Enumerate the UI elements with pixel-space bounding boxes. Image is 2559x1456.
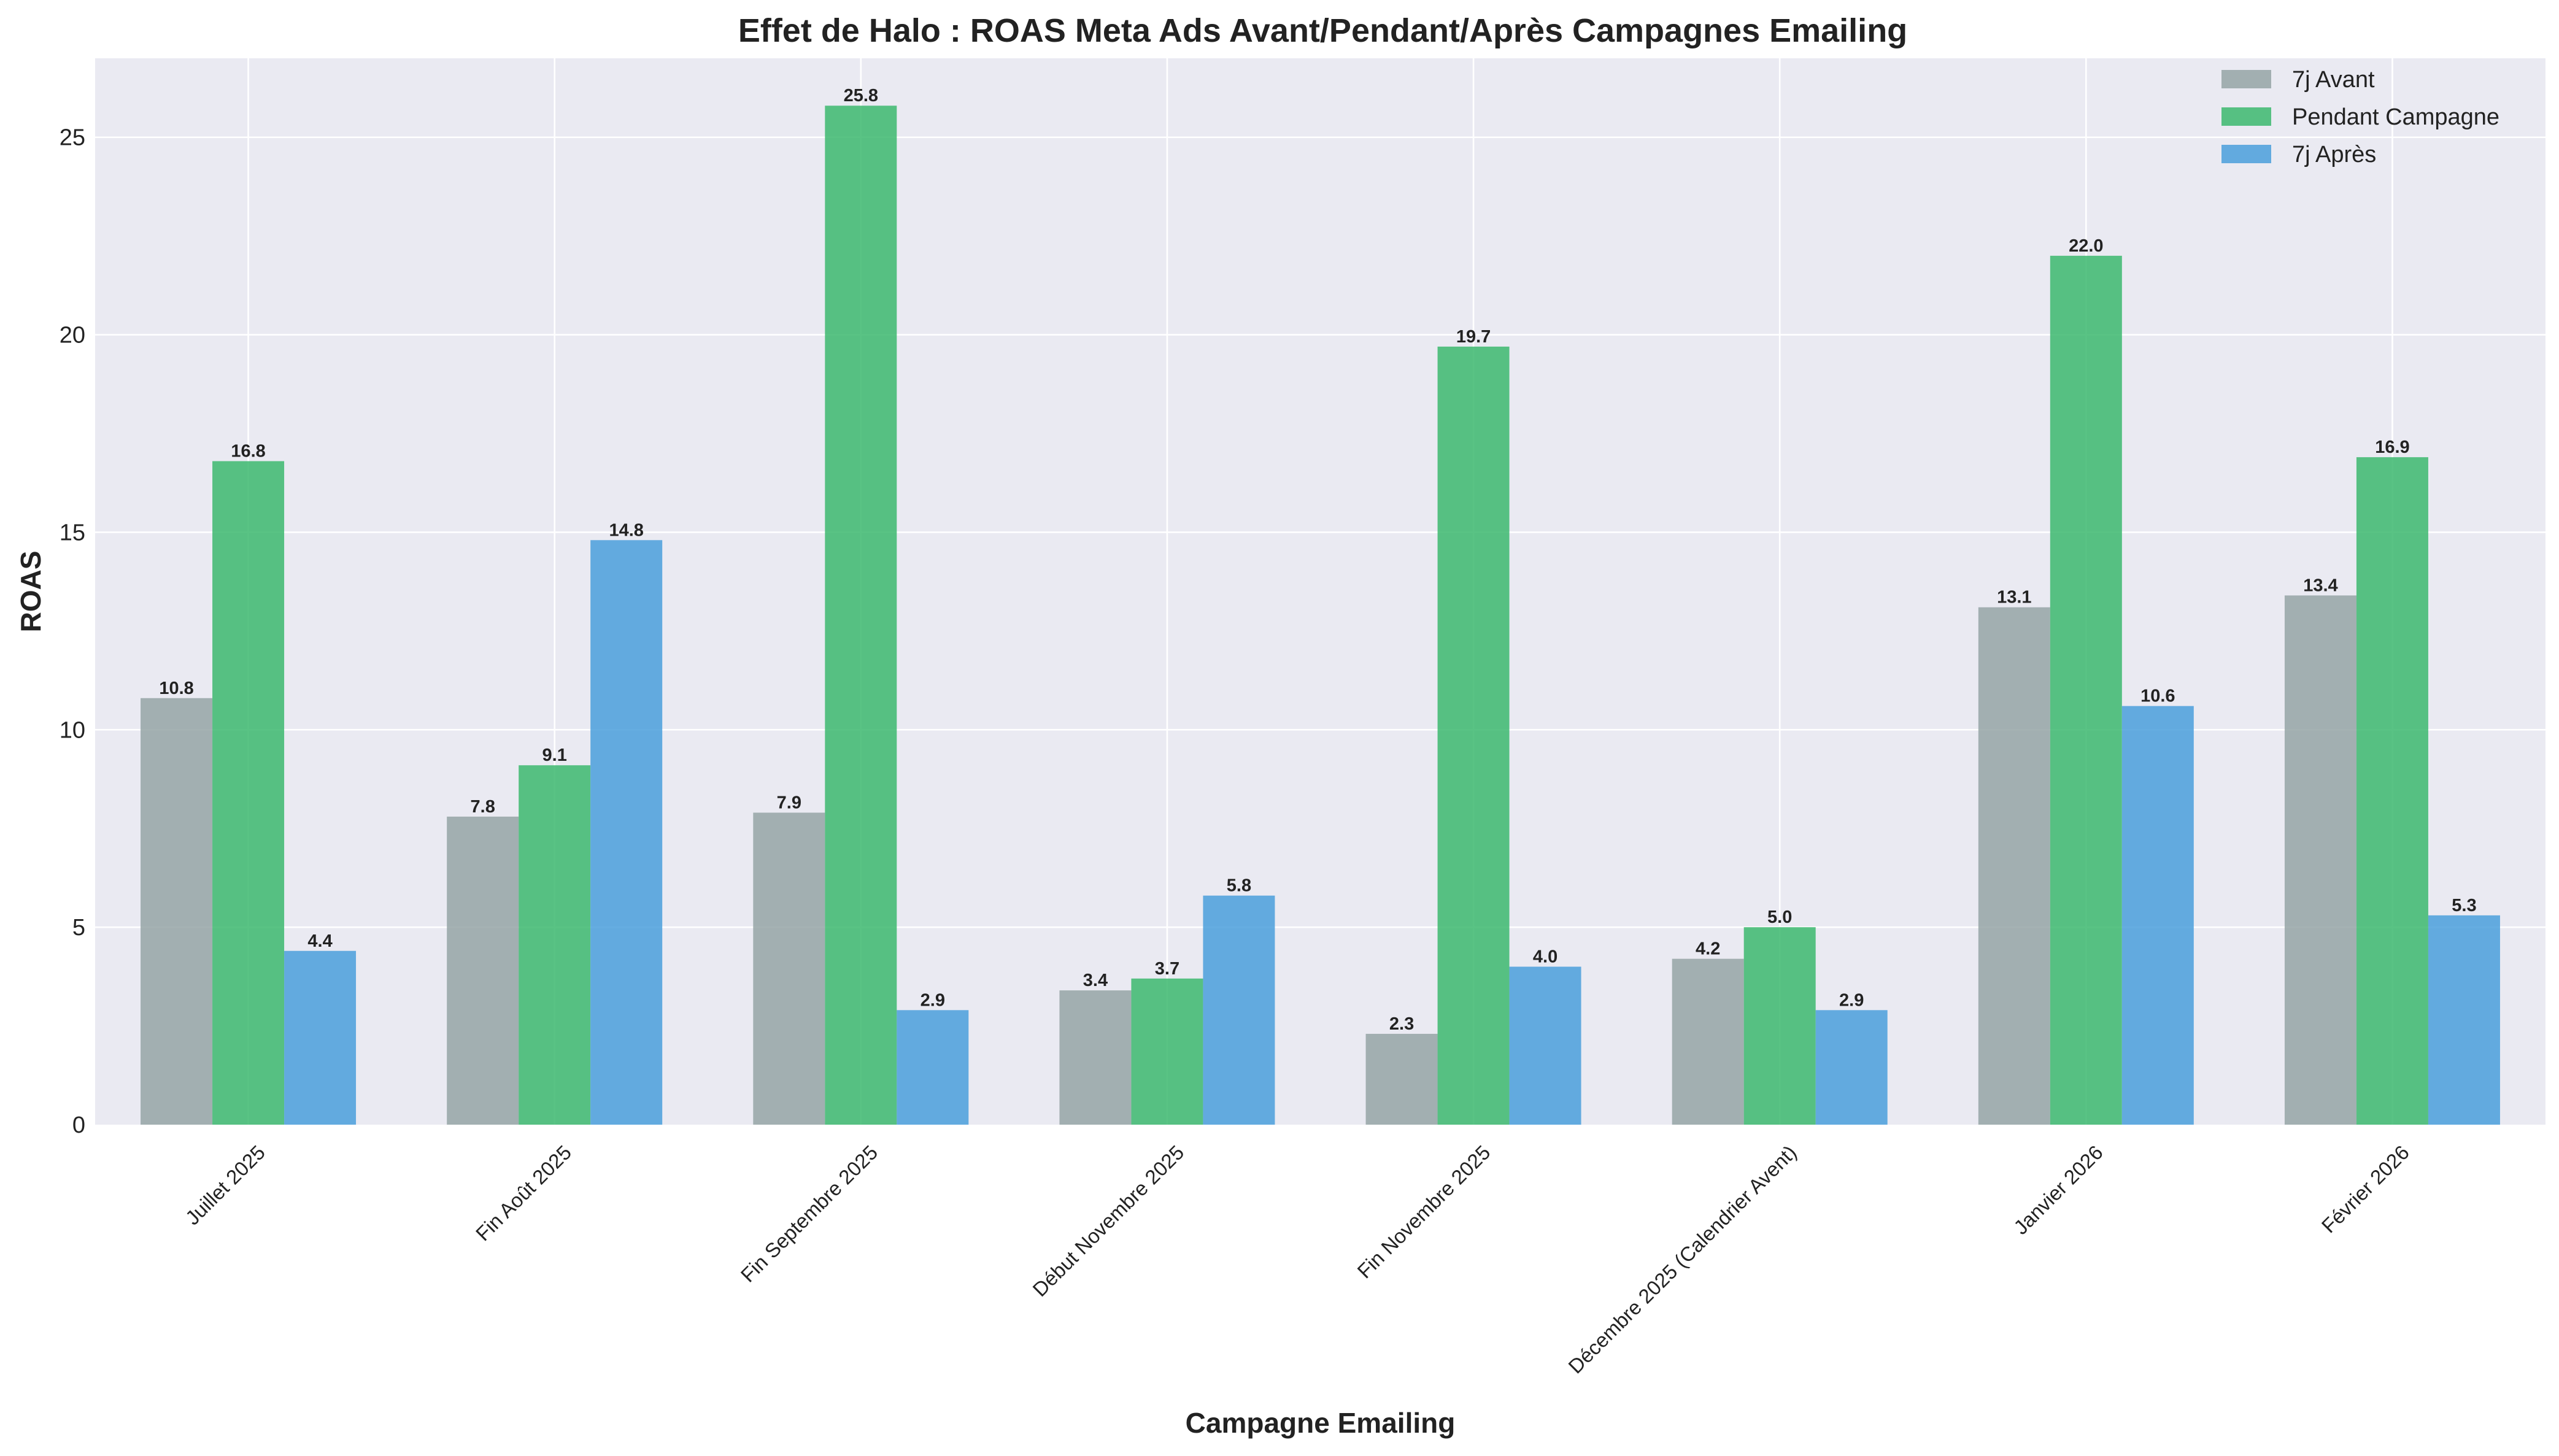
bar [284,950,357,1125]
bar-value-label: 2.9 [921,990,945,1010]
bar-value-label: 2.3 [1389,1014,1414,1034]
bar-value-label: 4.4 [307,931,332,951]
y-tick-label: 15 [60,520,85,545]
x-tick-label: Décembre 2025 (Calendrier Avent) [1564,1141,1801,1377]
y-axis-ticks: 0 5 10 15 20 25 [60,125,85,1138]
bar-value-label: 19.7 [1456,327,1491,347]
legend-label: 7j Avant [2292,67,2375,93]
y-tick-label: 0 [72,1112,85,1138]
x-tick-label: Fin Novembre 2025 [1353,1141,1494,1282]
y-tick-label: 25 [60,125,85,151]
bar-value-label: 5.8 [1227,876,1251,896]
bar-value-label: 13.4 [2303,576,2337,595]
legend-label: 7j Après [2292,142,2376,168]
bar [753,812,825,1125]
bar-value-labels: 10.8 7.8 7.9 3.4 2.3 4.2 13.1 13.4 16.8 9.1 25.8 3.… [159,86,2476,1034]
bar [1743,927,1816,1125]
bar-value-label: 22.0 [2069,236,2103,256]
x-tick-label: Fin Août 2025 [471,1141,576,1245]
chart-title: Effet de Halo : ROAS Meta Ads Avant/Pend… [738,12,1907,49]
bar-value-label: 16.9 [2375,437,2409,457]
y-axis-label: ROAS [15,551,47,633]
bar [2284,595,2356,1125]
bar [1815,1010,1888,1125]
bar-value-label: 5.0 [1767,907,1792,927]
x-axis-ticks: Juillet 2025 Fin Août 2025 Fin Septembre 2… [181,1141,2414,1377]
bar [519,765,591,1125]
x-tick-label: Fin Septembre 2025 [736,1141,882,1287]
bar [1365,1033,1438,1125]
bar-value-label: 4.2 [1696,939,1720,959]
bar-value-label: 13.1 [1997,588,2031,607]
legend-label: Pendant Campagne [2292,104,2499,130]
bar-value-label: 10.8 [159,679,193,698]
bar [590,540,663,1125]
y-tick-label: 20 [60,323,85,349]
bar [1059,990,1132,1125]
legend-swatch [2221,145,2271,163]
x-tick-label: Février 2026 [2317,1141,2414,1237]
bar [1672,958,1744,1125]
bar-value-label: 25.8 [844,86,878,106]
legend: 7j Avant Pendant Campagne 7j Après [2221,67,2499,168]
bar-value-label: 3.4 [1083,971,1108,990]
bar [2050,255,2122,1125]
bar-value-label: 2.9 [1839,990,1864,1010]
bar-value-label: 4.0 [1533,947,1557,967]
x-tick-label: Début Novembre 2025 [1028,1141,1188,1301]
legend-swatch [2221,70,2271,88]
bar-value-label: 10.6 [2140,687,2175,706]
bar-value-label: 16.8 [231,442,265,461]
bar [825,106,897,1125]
bar [1437,346,1510,1125]
bar [212,461,285,1125]
y-tick-label: 10 [60,717,85,743]
bar [2356,457,2428,1125]
bar [1203,895,1275,1125]
x-tick-label: Juillet 2025 [181,1141,269,1229]
bars [141,106,2500,1125]
bar [1978,607,2050,1125]
x-tick-label: Janvier 2026 [2009,1141,2107,1239]
bar-value-label: 14.8 [609,520,643,540]
legend-swatch [2221,107,2271,126]
bar [2121,706,2194,1125]
bar-value-label: 7.8 [471,797,495,817]
bar-value-label: 3.7 [1155,959,1179,979]
y-tick-label: 5 [72,915,85,941]
x-axis-label: Campagne Emailing [1186,1407,1456,1439]
bar [1131,978,1203,1125]
bar-value-label: 9.1 [542,745,567,765]
bar [897,1010,969,1125]
bar-value-label: 5.3 [2452,896,2476,915]
bar-value-label: 7.9 [777,793,801,812]
bar [2428,915,2500,1125]
bar [141,698,213,1125]
bar [447,816,519,1125]
bar [1509,966,1581,1125]
